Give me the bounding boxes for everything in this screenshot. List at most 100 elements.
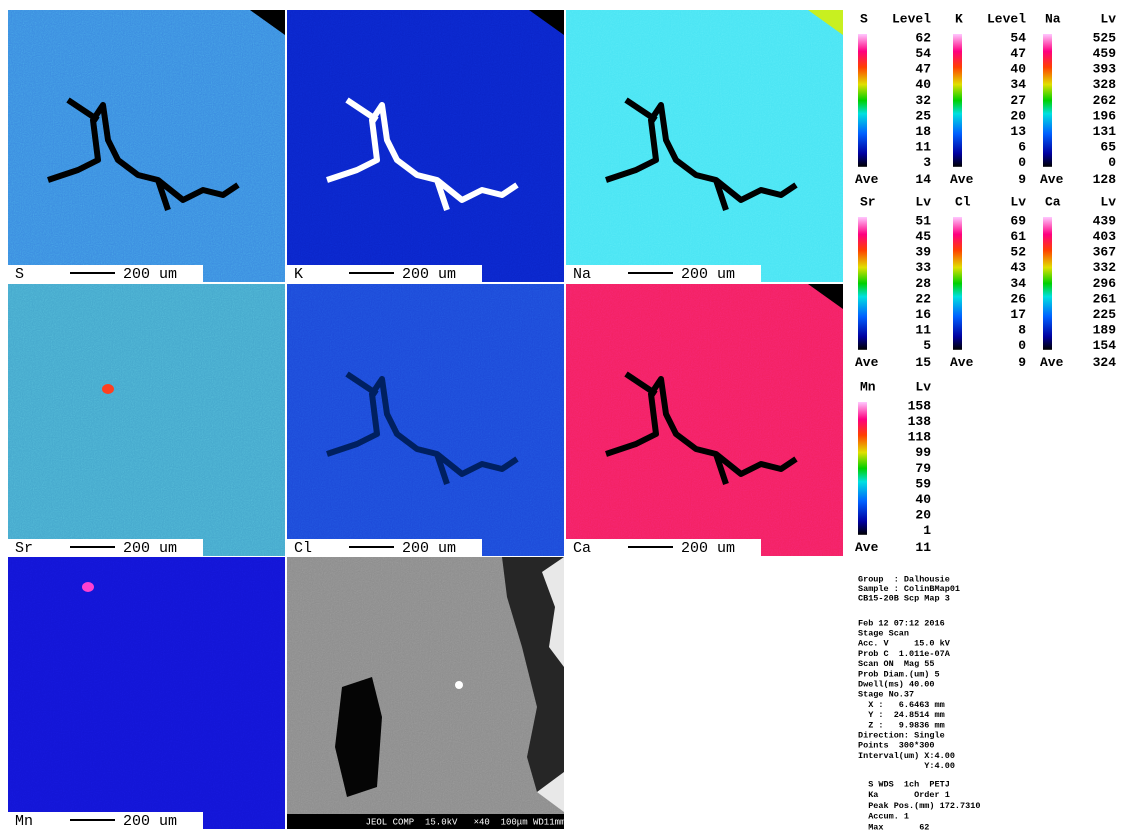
- average-value: 15: [915, 355, 931, 370]
- color-bar: [858, 34, 867, 167]
- level-label: 40: [1010, 62, 1026, 77]
- average-label: Ave: [950, 172, 974, 187]
- legend-unit: Lv: [915, 194, 931, 209]
- element-map: S 200 um: [8, 10, 285, 283]
- level-label: 1: [923, 523, 931, 538]
- info-line: Sample : ColinBMap01: [858, 584, 960, 594]
- level-label: 154: [1093, 338, 1117, 353]
- scale-label: 200 um: [681, 266, 735, 283]
- level-label: 54: [915, 46, 931, 61]
- map-element-label: Ca: [573, 540, 591, 557]
- level-label: 99: [915, 445, 931, 460]
- level-label: 79: [915, 461, 931, 476]
- level-label: 62: [915, 30, 931, 45]
- level-label: 69: [1010, 213, 1026, 228]
- bse-footer: JEOL COMP 15.0kV ×40 100μm WD11mm: [366, 817, 566, 827]
- level-label: 262: [1093, 93, 1117, 108]
- scale-label: 200 um: [402, 266, 456, 283]
- map-element-label: Mn: [15, 813, 33, 830]
- element-map: Mn 200 um: [8, 557, 285, 830]
- map-element-label: S: [15, 266, 24, 283]
- map-element-label: K: [294, 266, 303, 283]
- level-label: 16: [915, 307, 931, 322]
- average-value: 11: [915, 540, 931, 555]
- info-line: Interval(um) X:4.00: [858, 751, 955, 761]
- element-map: K 200 um: [287, 10, 564, 283]
- level-label: 17: [1010, 307, 1026, 322]
- info-line: Max 62: [858, 822, 929, 831]
- element-map: Cl 200 um: [287, 284, 564, 557]
- average-label: Ave: [855, 355, 879, 370]
- level-label: 138: [908, 414, 932, 429]
- level-label: 59: [915, 476, 931, 491]
- element-map: Ca 200 um: [566, 284, 843, 557]
- info-line: Scan ON Mag 55: [858, 659, 935, 669]
- average-value: 324: [1093, 355, 1117, 370]
- level-label: 65: [1100, 140, 1116, 155]
- info-line: Prob C 1.011e-07A: [858, 649, 951, 659]
- average-value: 128: [1093, 172, 1117, 187]
- legend-unit: Lv: [915, 379, 931, 394]
- scale-label: 200 um: [123, 540, 177, 557]
- average-value: 14: [915, 172, 931, 187]
- legend-element: Mn: [860, 379, 876, 394]
- info-line: Acc. V 15.0 kV: [858, 639, 951, 649]
- info-line: Ka Order 1: [858, 790, 950, 800]
- element-map: Na 200 um: [566, 10, 843, 283]
- average-value: 9: [1018, 172, 1026, 187]
- level-label: 403: [1093, 229, 1117, 244]
- level-label: 52: [1010, 245, 1026, 260]
- level-label: 8: [1018, 323, 1026, 338]
- element-map: Sr 200 um: [8, 284, 285, 557]
- average-label: Ave: [1040, 355, 1064, 370]
- average-label: Ave: [855, 172, 879, 187]
- level-label: 328: [1093, 77, 1117, 92]
- legend-element: Na: [1045, 11, 1061, 26]
- info-line: Dwell(ms) 40.00: [858, 679, 935, 689]
- level-label: 196: [1093, 108, 1117, 123]
- level-label: 26: [1010, 291, 1026, 306]
- scale-label: 200 um: [681, 540, 735, 557]
- level-label: 439: [1093, 213, 1117, 228]
- legend-element: Sr: [860, 194, 876, 209]
- level-label: 34: [1010, 77, 1026, 92]
- level-label: 33: [915, 260, 931, 275]
- level-label: 296: [1093, 276, 1117, 291]
- map-element-label: Na: [573, 266, 591, 283]
- level-label: 11: [915, 140, 931, 155]
- info-line: Y:4.00: [858, 761, 955, 771]
- color-bar: [858, 402, 867, 535]
- color-bar: [1043, 34, 1052, 167]
- level-label: 158: [908, 398, 932, 413]
- level-label: 51: [915, 213, 931, 228]
- info-line: Points 300*300: [858, 741, 935, 751]
- level-label: 47: [915, 62, 931, 77]
- level-label: 332: [1093, 260, 1117, 275]
- info-line: CB15-20B Scp Map 3: [858, 593, 950, 603]
- legend-element: K: [955, 11, 963, 26]
- level-label: 32: [915, 93, 931, 108]
- info-line: Group : Dalhousie: [858, 574, 950, 584]
- level-label: 27: [1010, 93, 1026, 108]
- info-line: Accum. 1: [858, 812, 909, 822]
- legend-element: S: [860, 11, 868, 26]
- level-label: 28: [915, 276, 931, 291]
- scale-label: 200 um: [123, 813, 177, 830]
- level-label: 3: [923, 155, 931, 170]
- level-label: 22: [915, 291, 931, 306]
- legend-element: Ca: [1045, 194, 1061, 209]
- info-line: Prob Diam.(um) 5: [858, 669, 940, 679]
- color-bar: [858, 217, 867, 350]
- level-label: 34: [1010, 276, 1026, 291]
- map-element-label: Sr: [15, 540, 33, 557]
- level-label: 525: [1093, 30, 1117, 45]
- level-label: 367: [1093, 245, 1116, 260]
